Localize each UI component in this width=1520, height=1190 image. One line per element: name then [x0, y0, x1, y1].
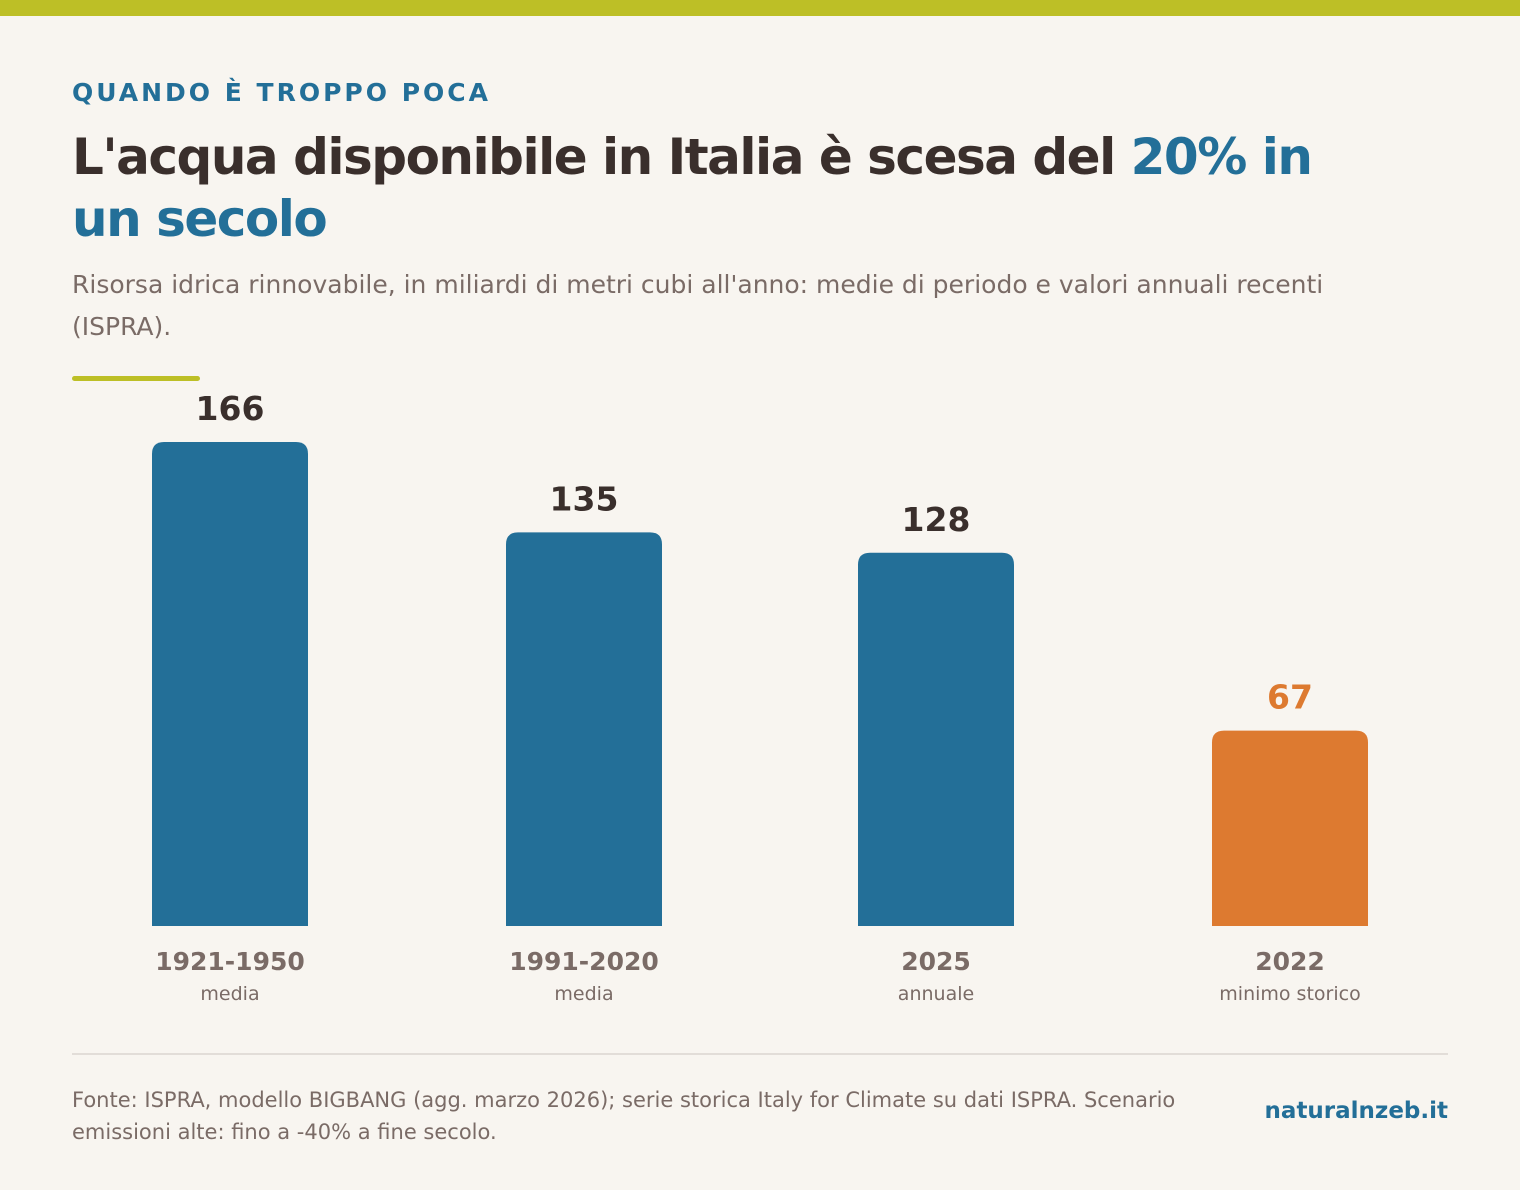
category-sublabel-2: annuale	[898, 983, 974, 1005]
accent-line	[72, 376, 200, 381]
bar-1	[506, 532, 662, 926]
category-sublabel-0: media	[200, 983, 259, 1005]
bar-0	[152, 442, 308, 926]
bar-3	[1212, 730, 1368, 926]
category-label-2: 2025	[901, 947, 971, 976]
title-highlight: 20% in un secolo	[72, 128, 1313, 248]
value-label-3: 67	[1267, 678, 1313, 717]
chart-title: L'acqua disponibile in Italia è scesa de…	[72, 126, 1372, 250]
bar-2	[858, 552, 1014, 926]
value-label-0: 166	[196, 389, 265, 428]
brand-link[interactable]: naturalnzeb.it	[1264, 1098, 1448, 1124]
chart-subtitle: Risorsa idrica rinnovabile, in miliardi …	[72, 270, 1324, 341]
category-sublabel-3: minimo storico	[1219, 983, 1360, 1005]
kicker: QUANDO È TROPPO POCA	[72, 78, 491, 107]
footer-divider	[72, 1053, 1448, 1055]
category-label-3: 2022	[1255, 947, 1325, 976]
value-label-1: 135	[550, 479, 619, 518]
category-label-0: 1921-1950	[155, 947, 305, 976]
top-accent-bar	[0, 0, 1520, 16]
category-sublabel-1: media	[554, 983, 613, 1005]
title-main: L'acqua disponibile in Italia è scesa de…	[72, 128, 1131, 186]
value-label-2: 128	[902, 500, 971, 539]
source-note: Fonte: ISPRA, modello BIGBANG (agg. marz…	[72, 1088, 1176, 1144]
category-label-1: 1991-2020	[509, 947, 659, 976]
bar-chart: 166 1921-1950 media 135 1991-2020 media 128 202…	[152, 389, 1368, 1005]
